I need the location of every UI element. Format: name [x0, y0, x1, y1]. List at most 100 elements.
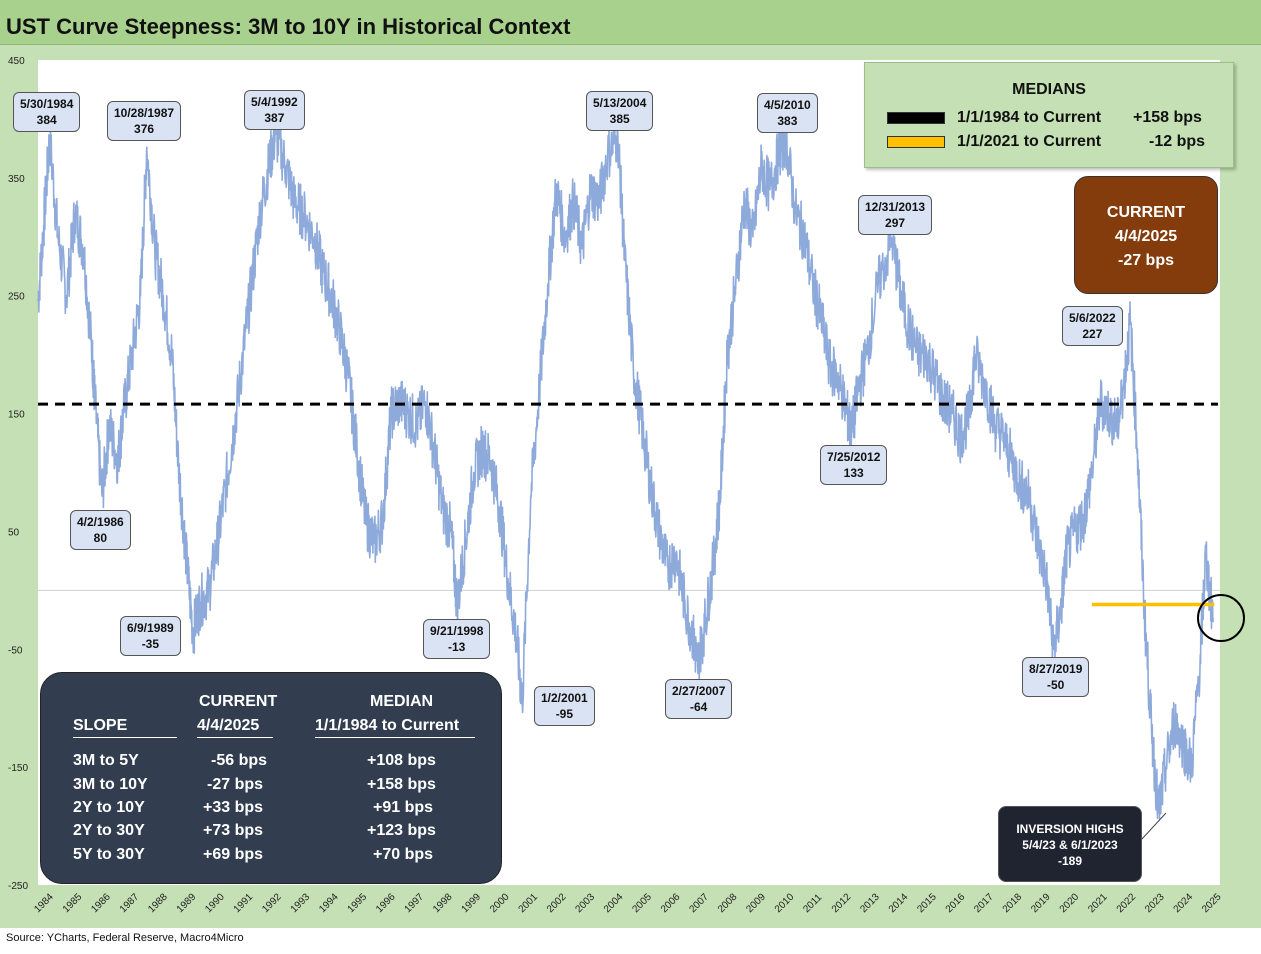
callout-2007-low: 2/27/2007 -64: [665, 679, 733, 719]
x-tick-label: 2002: [545, 891, 569, 915]
row-current: -56 bps: [211, 752, 268, 769]
x-tick-label: 2012: [830, 891, 854, 915]
header-median: MEDIAN: [370, 693, 434, 710]
callout-2013-high: 12/31/2013 297: [858, 195, 933, 235]
x-tick-label: 2016: [944, 891, 968, 915]
header-current: CURRENT: [199, 693, 278, 710]
row-median: +158 bps: [367, 776, 436, 793]
title-bar: UST Curve Steepness: 3M to 10Y in Histor…: [0, 0, 1261, 45]
x-tick-label: 1987: [118, 891, 142, 915]
inversion-dates: 5/4/23 & 6/1/2023: [1022, 838, 1118, 852]
row-current: +73 bps: [203, 822, 264, 839]
callout-2004-high: 5/13/2004 385: [586, 91, 654, 131]
x-tick-label: 2000: [488, 891, 512, 915]
callout-date: 4/5/2010: [764, 98, 811, 112]
x-tick-label: 1990: [203, 891, 227, 915]
x-tick-label: 2005: [630, 891, 654, 915]
callout-value: 387: [264, 111, 285, 125]
x-tick-label: 2011: [801, 892, 824, 915]
callout-value: 383: [777, 114, 798, 128]
callout-2010-high: 4/5/2010 383: [757, 93, 818, 133]
callout-1984-high: 5/30/1984 384: [13, 92, 81, 132]
x-tick-label: 2023: [1143, 891, 1167, 915]
row-slope: 3M to 5Y: [73, 752, 139, 769]
row-slope: 3M to 10Y: [73, 776, 148, 793]
current-label: CURRENT: [1106, 204, 1186, 221]
x-tick-label: 1999: [460, 891, 484, 915]
callout-date: 5/30/1984: [20, 97, 74, 111]
callout-date: 9/21/1998: [430, 624, 484, 638]
x-tick-label: 2017: [972, 891, 996, 915]
current-value-box: CURRENT 4/4/2025 -27 bps: [1074, 176, 1218, 294]
x-tick-label: 2014: [887, 891, 911, 915]
row-slope: 2Y to 30Y: [73, 822, 145, 839]
header-underline: [315, 737, 475, 738]
x-tick-label: 1994: [317, 891, 341, 915]
median-value: +158 bps: [1133, 109, 1202, 126]
inversion-pointer-line: [1140, 812, 1167, 841]
callout-2012-low: 7/25/2012 133: [820, 445, 888, 485]
x-tick-label: 1989: [175, 891, 199, 915]
callout-date: 5/6/2022: [1069, 311, 1116, 325]
x-tick-label: 1995: [346, 891, 370, 915]
median-row-recent: 1/1/2021 to Current -12 bps: [887, 133, 1205, 151]
callout-value: 133: [843, 466, 864, 480]
row-current: +33 bps: [203, 799, 264, 816]
x-axis: 1984 1985 1986 1987 1988 1989 1990 1991 1992 1993…: [32, 891, 1224, 915]
callout-value: 80: [93, 531, 108, 545]
callout-2019-low: 8/27/2019 -50: [1022, 657, 1090, 697]
callout-value: 227: [1082, 327, 1103, 341]
x-tick-label: 2022: [1115, 891, 1139, 915]
y-tick-label: 450: [8, 56, 25, 67]
x-tick-label: 1996: [374, 891, 398, 915]
x-tick-label: 1997: [403, 891, 427, 915]
callout-date: 5/4/1992: [251, 95, 298, 109]
inversion-title: INVERSION HIGHS: [1016, 822, 1124, 836]
row-median: +108 bps: [367, 752, 436, 769]
row-median: +70 bps: [373, 846, 434, 863]
x-tick-label: 1984: [32, 891, 56, 915]
x-tick-label: 2007: [687, 891, 711, 915]
series-line-3m-10y: [37, 116, 1214, 820]
current-marker-circle: [1197, 594, 1245, 642]
callout-value: 385: [609, 112, 630, 126]
row-median: +91 bps: [373, 799, 434, 816]
y-tick-label: -50: [8, 645, 23, 656]
x-tick-label: 2021: [1086, 891, 1110, 915]
x-tick-label: 2018: [1001, 891, 1025, 915]
y-tick-label: 50: [8, 527, 20, 538]
callout-value: 384: [36, 113, 57, 127]
header-slope: SLOPE: [73, 717, 128, 734]
callout-value: -64: [690, 700, 708, 714]
median-swatch-gold: [887, 135, 945, 148]
callout-1986-low: 4/2/1986 80: [70, 510, 131, 550]
median-label: 1/1/2021 to Current: [957, 133, 1102, 150]
callout-1998-low: 9/21/1998 -13: [423, 619, 491, 659]
row-current: -27 bps: [207, 776, 264, 793]
x-tick-label: 2009: [744, 891, 768, 915]
callout-value: -13: [448, 640, 466, 654]
x-tick-label: 2008: [716, 891, 740, 915]
median-swatch-black: [887, 111, 945, 124]
median-row-full: 1/1/1984 to Current +158 bps: [887, 109, 1202, 127]
callout-date: 12/31/2013: [865, 200, 926, 214]
x-tick-label: 2025: [1200, 891, 1224, 915]
x-tick-label: 2004: [602, 891, 626, 915]
median-label: 1/1/1984 to Current: [957, 109, 1102, 126]
callout-date: 2/27/2007: [672, 684, 726, 698]
x-tick-label: 1992: [260, 891, 284, 915]
x-tick-label: 1986: [89, 891, 113, 915]
header-current-date: 4/4/2025: [197, 717, 260, 734]
x-tick-label: 2006: [659, 891, 683, 915]
chart-title: UST Curve Steepness: 3M to 10Y in Histor…: [6, 14, 571, 39]
callout-value: -50: [1047, 678, 1065, 692]
y-tick-label: 150: [8, 410, 25, 421]
callout-date: 7/25/2012: [827, 450, 881, 464]
current-date: 4/4/2025: [1114, 228, 1178, 245]
source-note: Source: YCharts, Federal Reserve, Macro4…: [6, 932, 244, 944]
callout-date: 6/9/1989: [127, 621, 174, 635]
x-tick-label: 2015: [915, 891, 939, 915]
x-tick-label: 1985: [61, 891, 85, 915]
callout-2001-low: 1/2/2001 -95: [534, 686, 595, 726]
callout-2022-high: 5/6/2022 227: [1062, 306, 1123, 346]
